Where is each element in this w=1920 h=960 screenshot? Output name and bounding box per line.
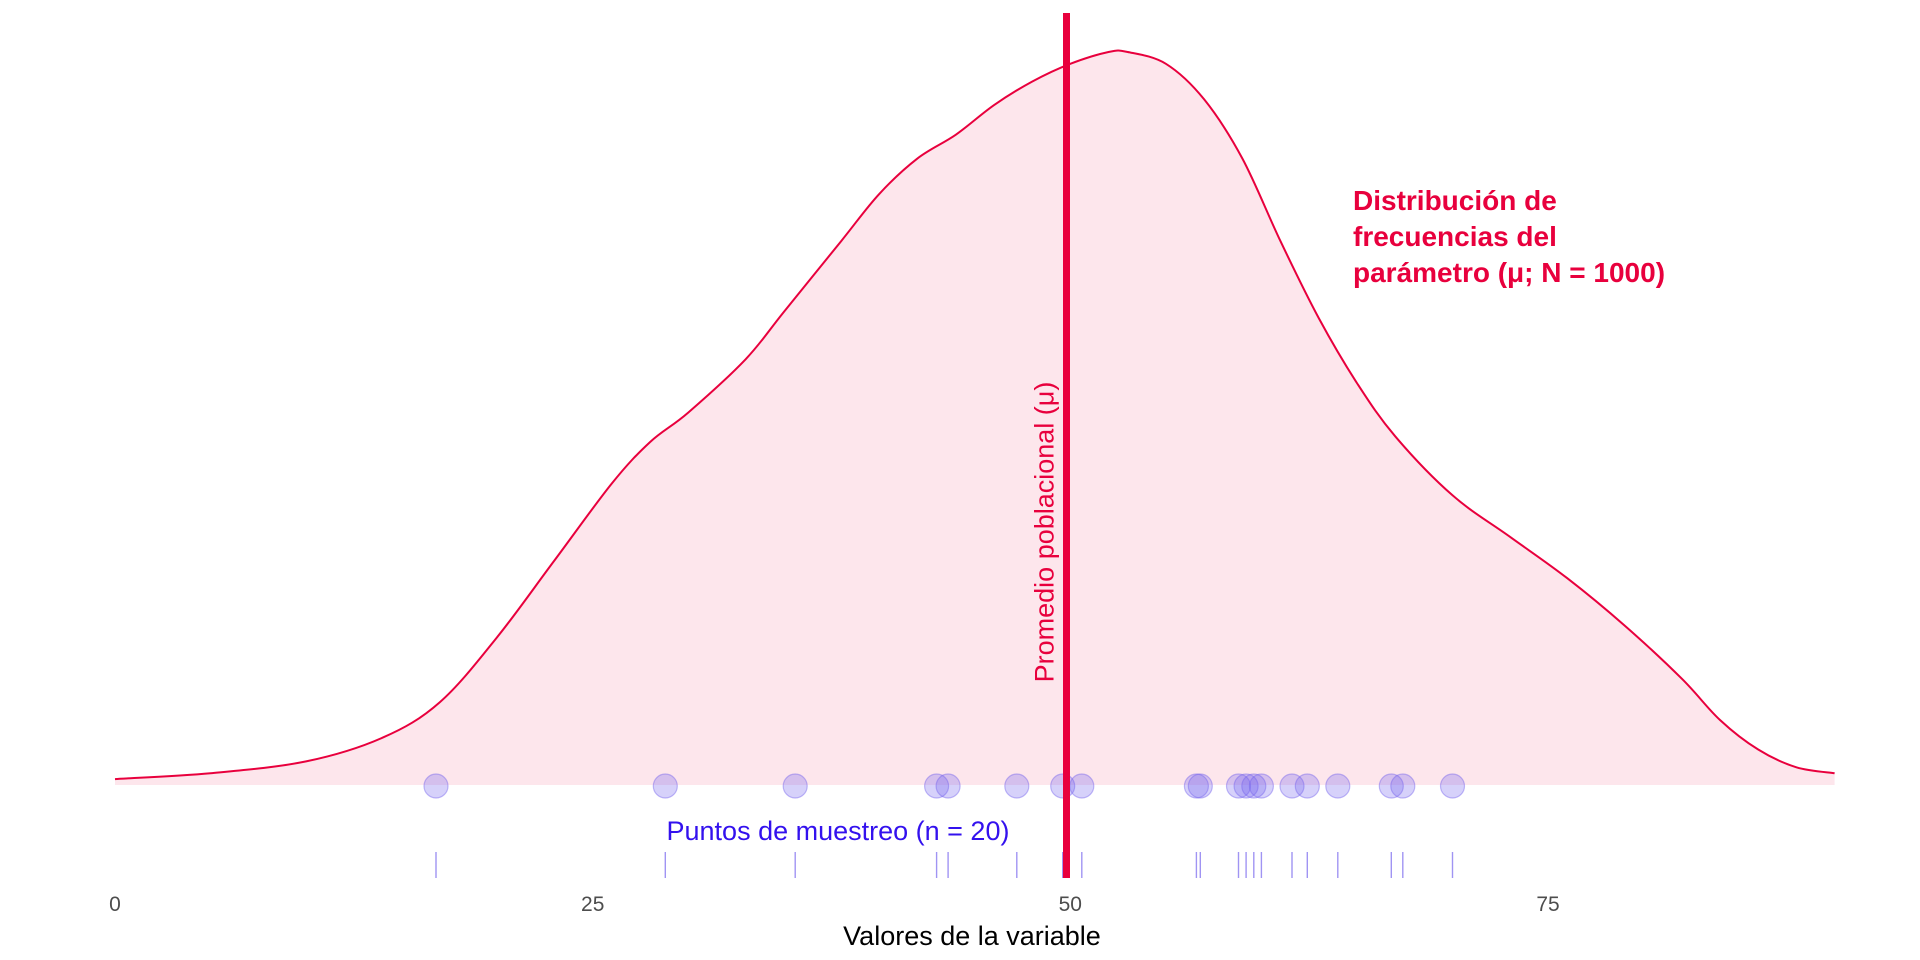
sample-point	[782, 773, 808, 799]
sample-points-label: Puntos de muestreo (n = 20)	[667, 816, 1010, 846]
sample-point	[1279, 773, 1305, 799]
sample-point	[923, 773, 950, 799]
x-tick-label: 50	[1059, 893, 1082, 916]
sample-point	[1378, 773, 1404, 799]
sample-point	[1233, 773, 1259, 799]
sample-point	[1294, 773, 1320, 799]
density-area-fill	[115, 50, 1835, 785]
sample-point	[652, 773, 678, 799]
distribution-label-line-1: Distribución de	[1353, 185, 1557, 216]
distribution-label-line-2: frecuencias del	[1353, 221, 1557, 252]
x-tick-label: 75	[1536, 893, 1559, 916]
distribution-label: Distribución de frecuencias del parámetr…	[1353, 185, 1665, 288]
sample-point	[1004, 773, 1030, 799]
sample-point	[423, 773, 449, 799]
sample-point	[1225, 773, 1252, 799]
x-tick-label: 0	[109, 893, 121, 916]
sample-point	[1183, 773, 1210, 799]
mu-line-label: Promedio poblacional (μ)	[1030, 382, 1060, 683]
density-curve-line	[114, 49, 1835, 781]
distribution-label-line-3: parámetro (μ; N = 1000)	[1353, 257, 1665, 288]
sample-point	[1241, 773, 1267, 799]
sample-point	[1439, 773, 1466, 799]
sample-point	[1325, 773, 1351, 799]
x-tick-label: 25	[581, 893, 604, 916]
sample-point	[1187, 773, 1213, 799]
sample-point	[1069, 773, 1095, 799]
sample-point	[935, 773, 961, 799]
sample-point	[1248, 773, 1275, 799]
sample-point	[1390, 773, 1416, 799]
x-axis-title: Valores de la variable	[843, 921, 1101, 951]
